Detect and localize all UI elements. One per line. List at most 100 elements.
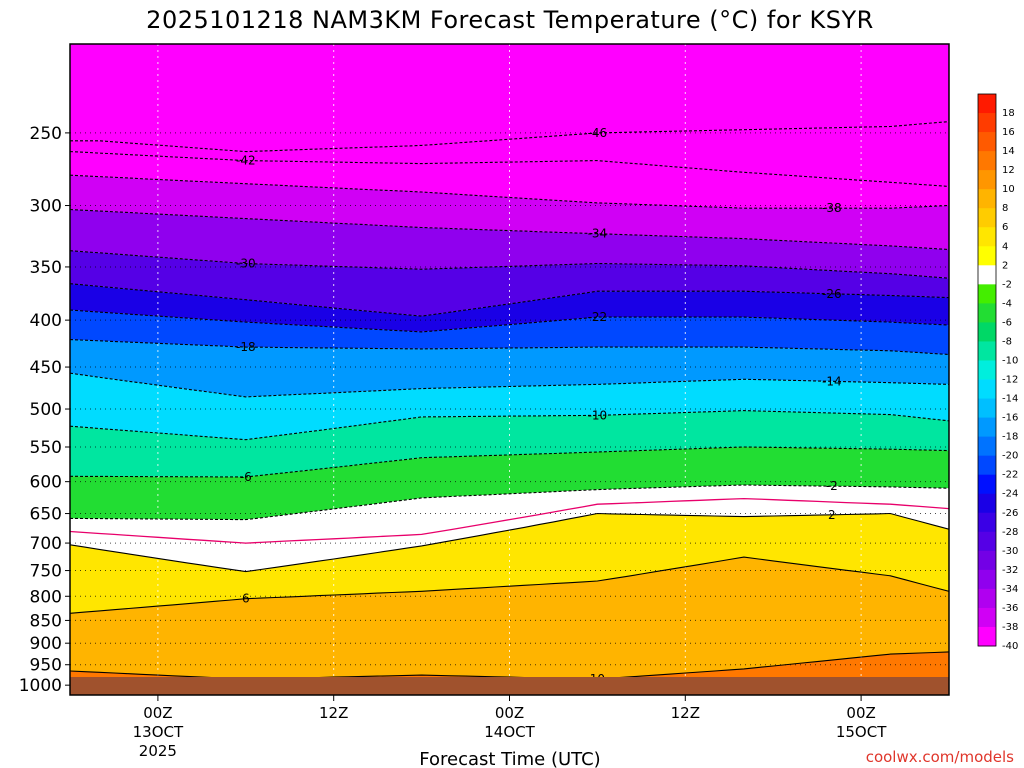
colorbar-label: -34 xyxy=(1002,584,1018,595)
colorbar-label: -16 xyxy=(1002,413,1018,424)
contour-line xyxy=(70,410,949,441)
colorbar-swatch xyxy=(978,246,996,266)
colorbar-label: 16 xyxy=(1002,127,1015,138)
x-tick-label: 00Z xyxy=(495,704,524,722)
colorbar-label: -28 xyxy=(1002,527,1018,538)
ground-surface xyxy=(70,677,949,695)
temperature-band xyxy=(70,250,949,317)
colorbar-label: -38 xyxy=(1002,622,1018,633)
temperature-band xyxy=(70,373,949,440)
y-tick-label: 500 xyxy=(30,400,62,420)
colorbar-swatch xyxy=(978,455,996,476)
colorbar-label: 18 xyxy=(1002,108,1015,119)
y-tick-label: 300 xyxy=(30,197,62,217)
colorbar-swatch xyxy=(978,284,996,304)
colorbar-swatch xyxy=(978,436,996,457)
colorbar-label: -18 xyxy=(1002,432,1018,443)
y-tick-label: 950 xyxy=(30,656,62,676)
colorbar-label: -36 xyxy=(1002,603,1018,614)
y-tick-label: 400 xyxy=(30,311,62,331)
colorbar-swatch xyxy=(978,113,996,133)
temperature-band xyxy=(70,283,949,332)
y-tick-label: 850 xyxy=(30,611,62,631)
y-tick-label: 350 xyxy=(30,258,62,278)
colorbar-label: -10 xyxy=(1002,355,1018,366)
x-tick-label: 13OCT xyxy=(133,723,184,741)
y-tick-label: 900 xyxy=(30,634,62,654)
y-tick-label: 600 xyxy=(30,473,62,493)
colorbar-swatch xyxy=(978,132,996,152)
colorbar-swatch xyxy=(978,151,996,171)
colorbar-label: 10 xyxy=(1002,184,1015,195)
colorbar-label: 14 xyxy=(1002,146,1015,157)
colorbar-swatch xyxy=(978,170,996,190)
contour-line xyxy=(70,174,949,209)
colorbar-swatch xyxy=(978,227,996,247)
contour-label: -22 xyxy=(588,310,608,324)
x-tick-label: 2025 xyxy=(139,742,177,760)
y-tick-label: 700 xyxy=(30,534,62,554)
x-tick-label: 15OCT xyxy=(836,723,887,741)
colorbar-label: 4 xyxy=(1002,241,1008,252)
colorbar-label: 2 xyxy=(1002,260,1008,271)
contour-line xyxy=(70,121,949,153)
contour-line xyxy=(70,497,949,544)
colorbar-swatch xyxy=(978,588,996,609)
contour-line xyxy=(70,339,949,356)
colorbar-label: 12 xyxy=(1002,165,1015,176)
temperature-band xyxy=(70,121,949,187)
colorbar-label: -26 xyxy=(1002,508,1018,519)
colorbar-swatch xyxy=(978,208,996,228)
temperature-band xyxy=(70,410,949,477)
contour-label: -42 xyxy=(236,154,256,168)
y-tick-label: 450 xyxy=(30,358,62,378)
colorbar-swatch xyxy=(978,189,996,209)
colorbar-label: -30 xyxy=(1002,546,1018,557)
colorbar-swatch xyxy=(978,303,996,323)
colorbar-label: -14 xyxy=(1002,394,1018,405)
temperature-band xyxy=(70,513,949,614)
contour-label: -10 xyxy=(588,408,608,422)
colorbar-swatch xyxy=(978,360,996,381)
colorbar-swatch xyxy=(978,265,996,285)
colorbar-swatch xyxy=(978,607,996,628)
colorbar-swatch xyxy=(978,474,996,495)
plot-area: -46-42-38-34-30-26-22-18-14-10-6-22610 xyxy=(70,44,949,695)
y-tick-label: 800 xyxy=(30,587,62,607)
colorbar-label: 8 xyxy=(1002,203,1008,214)
colorbar-label: -24 xyxy=(1002,489,1018,500)
colorbar-swatch xyxy=(978,322,996,342)
contour-line xyxy=(70,151,949,188)
y-tick-label: 250 xyxy=(30,124,62,144)
contour-line xyxy=(70,372,949,398)
y-tick-label: 550 xyxy=(30,438,62,458)
colorbar-label: -20 xyxy=(1002,451,1018,462)
contour-line xyxy=(70,283,949,317)
colorbar-label: -12 xyxy=(1002,375,1018,386)
contour-line xyxy=(70,446,949,478)
y-axis: 250 300 350 400 450 500 550 600 650 700 750 800 850 9… xyxy=(19,124,70,696)
contour-line xyxy=(70,512,949,573)
contour-label: 2 xyxy=(828,508,836,522)
colorbar-label: -32 xyxy=(1002,565,1018,576)
colorbar-label: -22 xyxy=(1002,470,1018,481)
colorbar-swatch xyxy=(978,379,996,400)
x-tick-label: 00Z xyxy=(143,704,172,722)
colorbar-swatch xyxy=(978,512,996,533)
colorbar-swatch xyxy=(978,569,996,590)
colorbar-label: -6 xyxy=(1002,317,1012,328)
credit-text: coolwx.com/models xyxy=(866,748,1014,766)
x-tick-label: 00Z xyxy=(846,704,875,722)
x-tick-label: 12Z xyxy=(671,704,700,722)
contour-line xyxy=(70,309,949,333)
colorbar: 18 16 14 12 10 8 6 4 2 -2 -4 -6 -8 -10 -12 -14 -16 -18 -20… xyxy=(977,93,1018,652)
temperature-band xyxy=(70,151,949,209)
x-axis-label: Forecast Time (UTC) xyxy=(419,749,600,768)
colorbar-swatch xyxy=(978,417,996,438)
x-tick-label: 12Z xyxy=(319,704,348,722)
contour-label: -26 xyxy=(822,287,842,301)
y-tick-label: 1000 xyxy=(19,676,62,696)
colorbar-swatch xyxy=(978,550,996,571)
